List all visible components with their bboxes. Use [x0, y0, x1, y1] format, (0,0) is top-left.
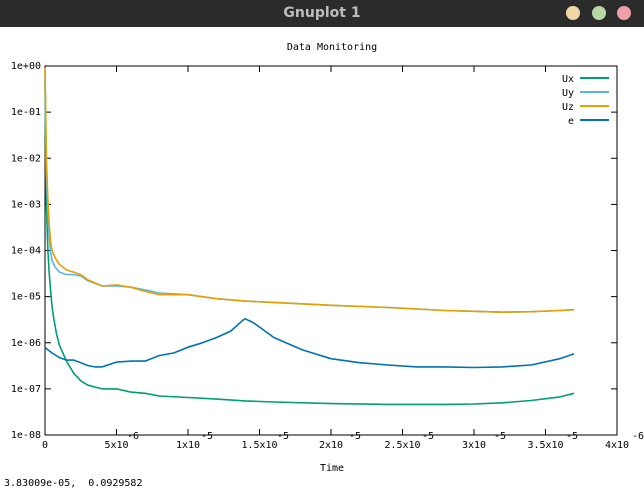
legend-label-uy: Uy [562, 88, 574, 99]
y-tick-label: 1e-01 [11, 107, 41, 118]
ticks: 1e-08 1e-07 1e-06 1e-05 1e-04 1e-03 1e-02 1e-01… [11, 61, 644, 451]
x-tick-label: 1.5x10 [241, 440, 277, 451]
series-line-ux [44, 79, 575, 406]
y-tick-label: 1e-04 [11, 246, 41, 257]
x-tick-label: 4x10 [605, 440, 629, 451]
x-tick-label: 5x10 [104, 440, 128, 451]
x-tick-exponent: -5 [422, 431, 434, 442]
x-axis-label: Time [320, 463, 344, 474]
series-lines [44, 68, 575, 406]
x-tick-exponent: -5 [349, 431, 361, 442]
series-line-e [44, 317, 575, 369]
x-tick-label: 0 [42, 440, 48, 451]
x-tick-label: 3.5x10 [527, 440, 563, 451]
x-tick-exponent: -6 [632, 431, 644, 442]
x-tick-label: 1x10 [176, 440, 200, 451]
x-tick-label: 3x10 [462, 440, 486, 451]
window-titlebar[interactable] [0, 0, 644, 27]
status-bar: 3.83009e-05, 0.0929582 [0, 476, 644, 493]
legend: Ux Uy Uz e [562, 74, 609, 127]
cursor-coordinates: 3.83009e-05, 0.0929582 [4, 478, 143, 489]
y-tick-label: 1e-07 [11, 384, 41, 395]
close-button[interactable] [617, 6, 631, 20]
plot-area[interactable]: Data Monitoring Time 1e-08 1e-07 1e-06 1e-0… [0, 27, 644, 476]
y-tick-label: 1e+00 [11, 61, 41, 72]
series-line-uy [44, 70, 575, 314]
y-tick-label: 1e-05 [11, 292, 41, 303]
x-tick-label: 2.5x10 [384, 440, 420, 451]
chart-svg[interactable]: Data Monitoring Time 1e-081e-071e-061e-0… [0, 27, 644, 476]
series-line-uz [44, 68, 575, 314]
x-tick-label: 2x10 [319, 440, 343, 451]
y-tick-label: 1e-03 [11, 199, 41, 210]
maximize-button[interactable] [592, 6, 606, 20]
chart-title: Data Monitoring [287, 42, 377, 53]
x-tick-exponent: -5 [566, 431, 578, 442]
window-title: Gnuplot 1 [283, 5, 361, 21]
legend-label-uz: Uz [562, 102, 574, 113]
y-tick-label: 1e-08 [11, 430, 41, 441]
y-tick-label: 1e-02 [11, 153, 41, 164]
axes [44, 65, 618, 436]
plot-frame [44, 65, 618, 436]
x-tick-exponent: -5 [201, 431, 213, 442]
y-tick-label: 1e-06 [11, 338, 41, 349]
legend-label-ux: Ux [562, 74, 574, 85]
x-tick-exponent: -6 [127, 431, 139, 442]
legend-label-e: e [568, 116, 574, 127]
minimize-button[interactable] [566, 6, 580, 20]
x-tick-exponent: -5 [494, 431, 506, 442]
x-tick-exponent: -5 [277, 431, 289, 442]
